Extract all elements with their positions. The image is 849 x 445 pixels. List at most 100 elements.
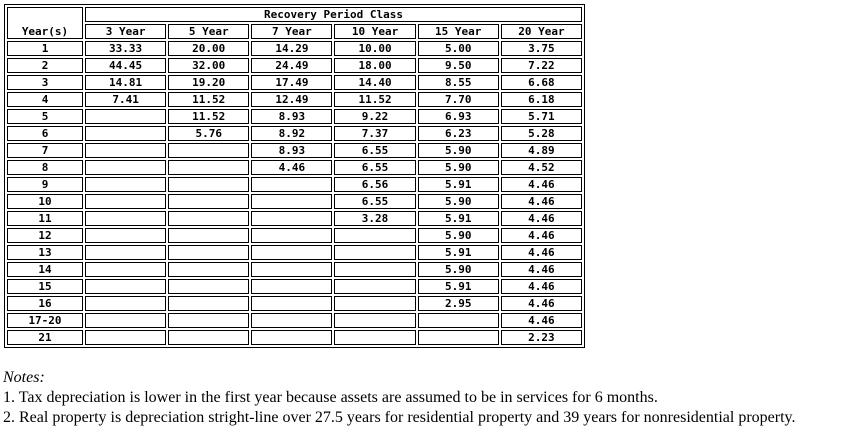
value-cell: 6.68 (500, 75, 582, 90)
value-cell (85, 245, 167, 260)
value-cell (85, 262, 167, 277)
value-cell: 8.93 (251, 109, 333, 124)
value-cell (251, 262, 333, 277)
value-cell: 18.00 (334, 58, 416, 73)
value-cell (168, 313, 250, 328)
value-cell: 4.46 (251, 160, 333, 175)
value-cell (85, 177, 167, 192)
value-cell (168, 279, 250, 294)
value-cell (85, 279, 167, 294)
year-cell: 14 (7, 262, 83, 277)
table-row: 12 5.90 4.46 (7, 228, 582, 243)
value-cell (85, 211, 167, 226)
value-cell (168, 330, 250, 345)
column-header: 7 Year (251, 24, 333, 39)
column-header: 5 Year (168, 24, 250, 39)
notes-heading: Notes: (3, 369, 45, 386)
value-cell: 12.49 (251, 92, 333, 107)
year-cell: 8 (7, 160, 83, 175)
value-cell: 8.93 (251, 143, 333, 158)
notes-section: Notes: 1. Tax depreciation is lower in t… (3, 368, 849, 428)
value-cell: 6.55 (334, 143, 416, 158)
table-body: 1 33.33 20.00 14.29 10.00 5.00 3.75 2 44.45 32.00… (7, 41, 582, 345)
year-cell: 3 (7, 75, 83, 90)
column-header-row: 3 Year 5 Year 7 Year 10 Year 15 Year 20 Year (7, 24, 582, 39)
value-cell (168, 160, 250, 175)
value-cell (85, 313, 167, 328)
value-cell: 5.00 (417, 41, 499, 56)
value-cell: 14.40 (334, 75, 416, 90)
value-cell: 5.90 (417, 143, 499, 158)
table-row: 15 5.91 4.46 (7, 279, 582, 294)
column-header: 20 Year (500, 24, 582, 39)
value-cell: 6.23 (417, 126, 499, 141)
value-cell: 5.90 (417, 160, 499, 175)
value-cell: 5.91 (417, 245, 499, 260)
value-cell (417, 330, 499, 345)
group-header: Recovery Period Class (85, 7, 582, 22)
table-row: 13 5.91 4.46 (7, 245, 582, 260)
year-cell: 12 (7, 228, 83, 243)
value-cell (334, 296, 416, 311)
value-cell: 4.46 (500, 177, 582, 192)
table-row: 7 8.93 6.55 5.90 4.89 (7, 143, 582, 158)
table-row: 3 14.81 19.20 17.49 14.40 8.55 6.68 (7, 75, 582, 90)
value-cell: 32.00 (168, 58, 250, 73)
value-cell: 4.46 (500, 194, 582, 209)
table-row: 14 5.90 4.46 (7, 262, 582, 277)
value-cell (168, 262, 250, 277)
value-cell (85, 330, 167, 345)
value-cell (334, 262, 416, 277)
value-cell: 5.90 (417, 262, 499, 277)
value-cell (251, 211, 333, 226)
value-cell: 5.91 (417, 211, 499, 226)
year-cell: 4 (7, 92, 83, 107)
column-header: 10 Year (334, 24, 416, 39)
value-cell: 4.46 (500, 228, 582, 243)
table-row: 8 4.46 6.55 5.90 4.52 (7, 160, 582, 175)
value-cell: 8.92 (251, 126, 333, 141)
value-cell (85, 194, 167, 209)
value-cell (251, 245, 333, 260)
value-cell: 4.46 (500, 245, 582, 260)
year-cell: 7 (7, 143, 83, 158)
value-cell: 2.23 (500, 330, 582, 345)
value-cell: 5.91 (417, 279, 499, 294)
year-cell: 9 (7, 177, 83, 192)
value-cell: 44.45 (85, 58, 167, 73)
value-cell: 2.95 (417, 296, 499, 311)
column-header: 15 Year (417, 24, 499, 39)
value-cell (85, 143, 167, 158)
value-cell: 4.46 (500, 262, 582, 277)
value-cell (251, 330, 333, 345)
value-cell: 6.55 (334, 194, 416, 209)
value-cell: 4.89 (500, 143, 582, 158)
value-cell: 4.52 (500, 160, 582, 175)
value-cell: 24.49 (251, 58, 333, 73)
value-cell: 4.46 (500, 279, 582, 294)
year-cell: 16 (7, 296, 83, 311)
table-row: 21 2.23 (7, 330, 582, 345)
value-cell: 3.28 (334, 211, 416, 226)
year-cell: 21 (7, 330, 83, 345)
value-cell: 10.00 (334, 41, 416, 56)
value-cell: 5.90 (417, 228, 499, 243)
value-cell: 14.29 (251, 41, 333, 56)
value-cell: 9.22 (334, 109, 416, 124)
value-cell (85, 126, 167, 141)
value-cell (251, 194, 333, 209)
value-cell (251, 177, 333, 192)
value-cell: 7.37 (334, 126, 416, 141)
table-row: 6 5.76 8.92 7.37 6.23 5.28 (7, 126, 582, 141)
value-cell: 11.52 (168, 92, 250, 107)
year-cell: 2 (7, 58, 83, 73)
value-cell: 14.81 (85, 75, 167, 90)
value-cell (334, 228, 416, 243)
table-row: 17-20 4.46 (7, 313, 582, 328)
value-cell (85, 109, 167, 124)
value-cell (85, 228, 167, 243)
year-cell: 5 (7, 109, 83, 124)
group-header-row: Year(s) Recovery Period Class (7, 7, 582, 39)
value-cell (168, 177, 250, 192)
note-item-2: 2. Real property is depreciation stright… (3, 409, 796, 426)
